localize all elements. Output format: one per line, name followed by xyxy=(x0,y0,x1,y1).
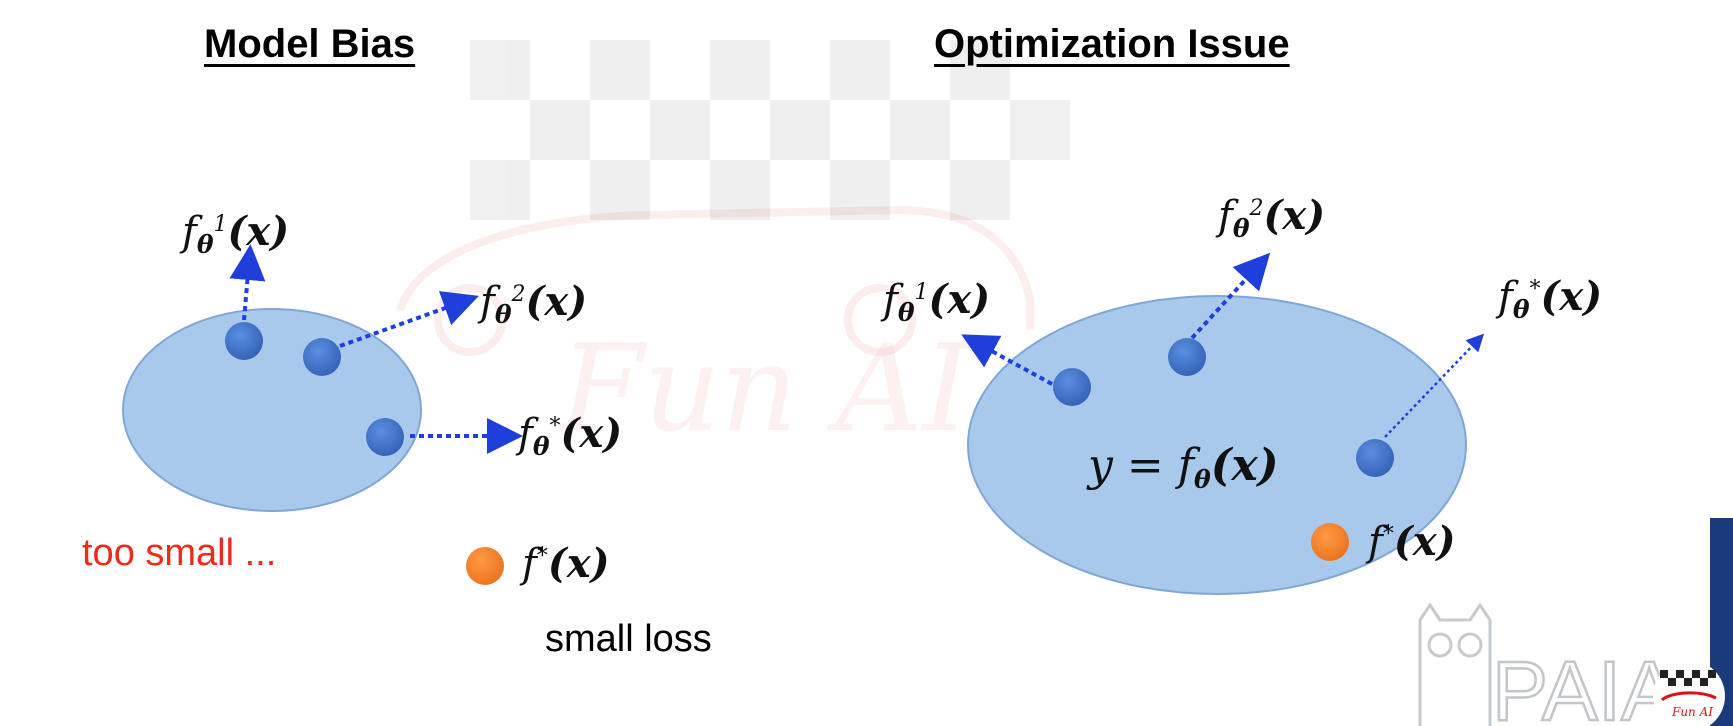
right-function-set-ellipse xyxy=(967,295,1467,595)
right-edge-bar xyxy=(1710,0,1733,726)
right-dot-theta1 xyxy=(1053,368,1091,406)
right-equation: y = fθ(x) xyxy=(1088,440,1279,494)
left-label-f-theta1: fθ1(x) xyxy=(182,208,290,259)
right-dot-theta2 xyxy=(1168,338,1206,376)
left-note-too-small: too small ... xyxy=(82,532,277,574)
left-arrow-theta2 xyxy=(339,291,479,348)
left-title: Model Bias xyxy=(204,22,416,66)
right-label-f-theta1: fθ1(x) xyxy=(883,276,991,327)
left-note-small-loss: small loss xyxy=(545,618,712,660)
right-dot-target xyxy=(1311,523,1349,561)
left-arrow-theta1 xyxy=(229,244,266,321)
left-label-f-star: f*(x) xyxy=(522,540,610,587)
left-dot-theta1 xyxy=(225,322,263,360)
left-label-f-thetastar: fθ*(x) xyxy=(518,410,623,461)
right-dot-thetastar xyxy=(1356,439,1394,477)
corner-logo-text: Fun AI xyxy=(1671,705,1713,719)
left-function-set-ellipse xyxy=(122,308,422,512)
left-dot-theta2 xyxy=(303,338,341,376)
right-title: Optimization Issue xyxy=(934,22,1290,66)
right-arrow-thetastar xyxy=(1384,333,1485,438)
right-label-f-thetastar: fθ*(x) xyxy=(1498,273,1603,324)
paia-logo: PAIA xyxy=(1418,602,1678,726)
watermark-brand: Fun AI xyxy=(558,320,973,459)
left-dot-target xyxy=(466,547,504,585)
paia-logo-text: PAIA xyxy=(1492,644,1677,726)
corner-logo-icon: Fun AI xyxy=(1653,660,1725,726)
right-arrow-theta2 xyxy=(1190,252,1271,340)
right-label-f-theta2: fθ2(x) xyxy=(1218,192,1326,243)
left-dot-thetastar xyxy=(366,418,404,456)
left-label-f-theta2: fθ2(x) xyxy=(480,278,588,329)
right-label-f-star: f*(x) xyxy=(1368,518,1456,565)
